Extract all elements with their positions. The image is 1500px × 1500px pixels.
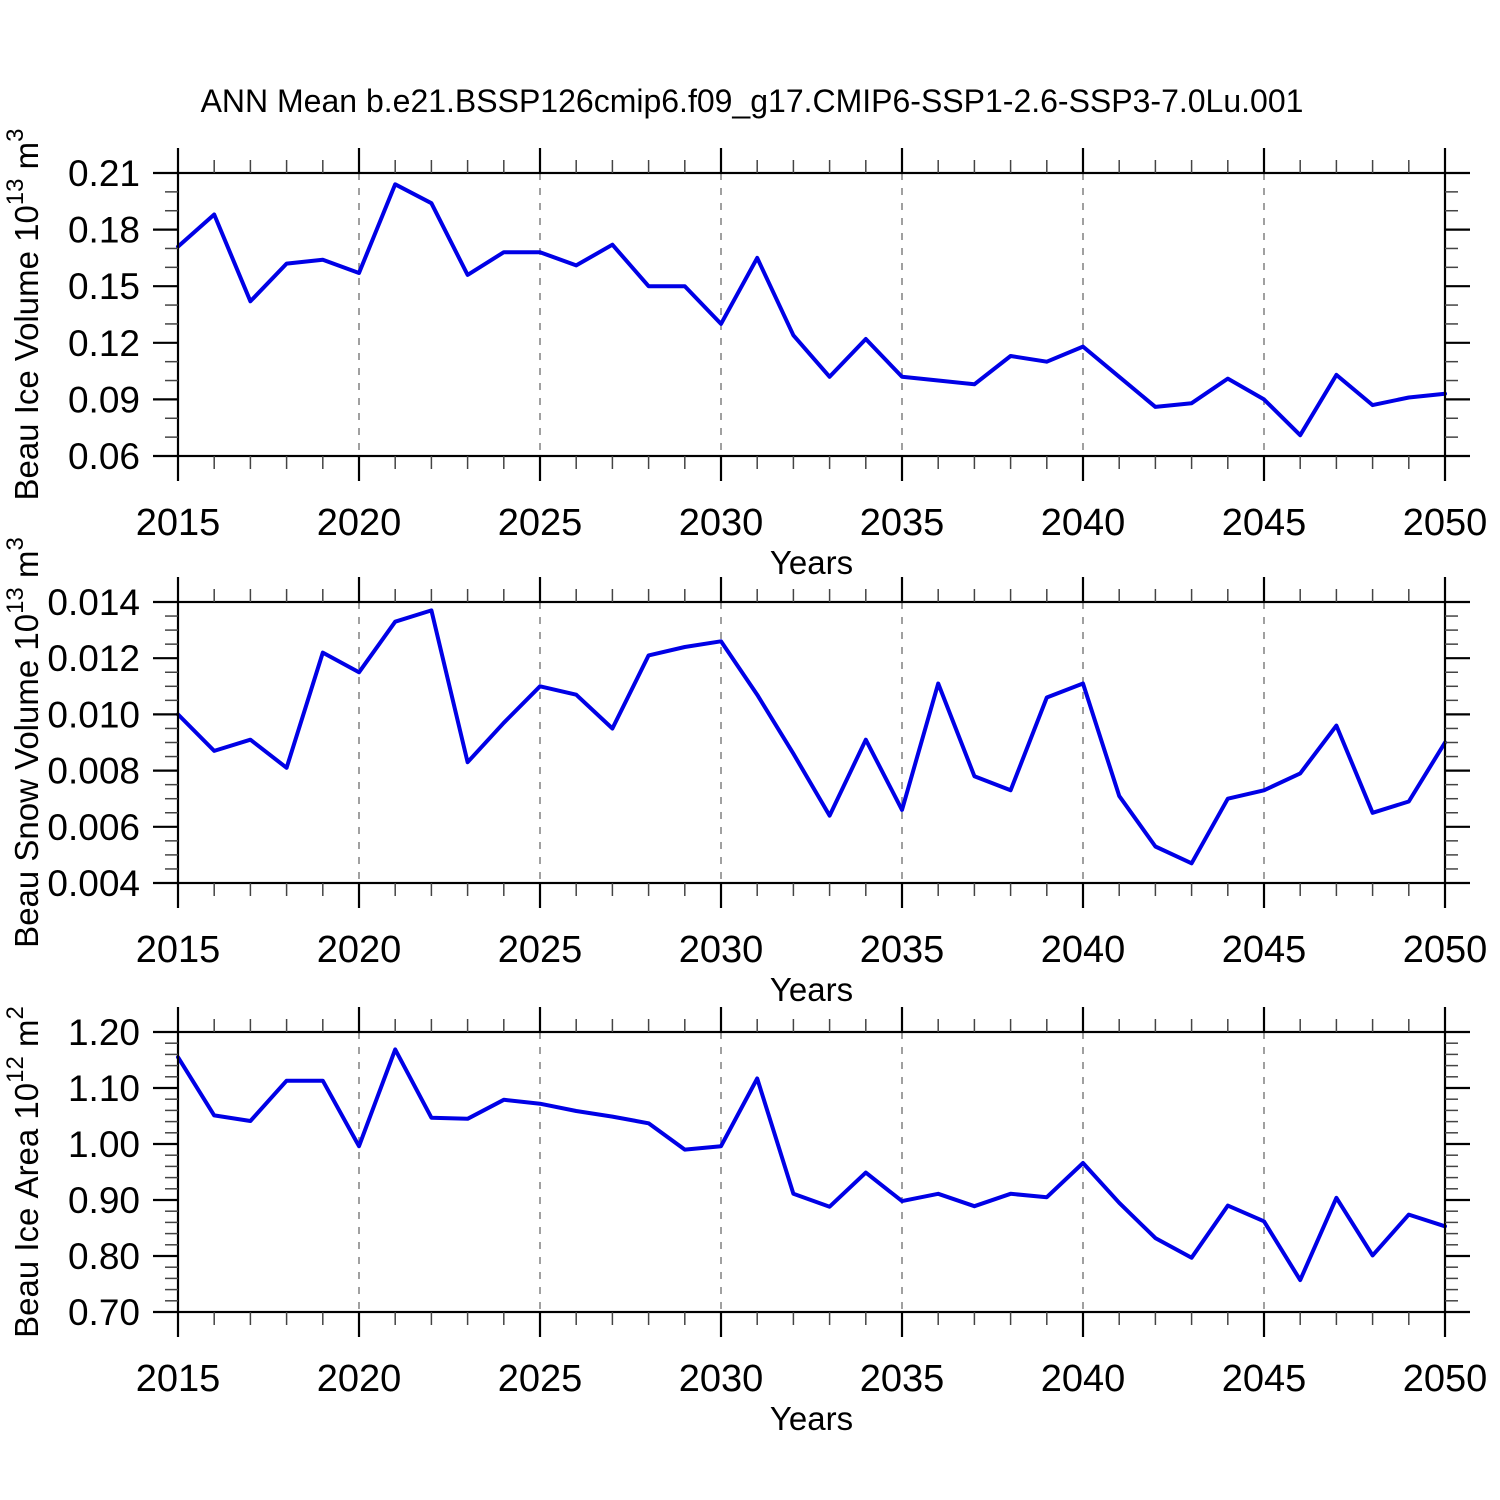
x-tick-label-2025: 2025 [498,502,583,544]
x-tick-label-2015: 2015 [136,929,221,971]
panel-beau-ice-volume: 2015 2020 2025 2030 2035 2040 2045 2050 0.21 0.18… [2,128,1487,581]
x-axis-title: Years [770,971,853,1008]
x-tick-label-2040: 2040 [1041,929,1126,971]
x-tick-label-2015: 2015 [136,502,221,544]
y-axis-title: Beau Ice Volume 1013 m3 [2,128,45,500]
x-tick-label-2020: 2020 [317,1358,402,1400]
x-tick-label-2020: 2020 [317,502,402,544]
y-tick-label: 0.09 [68,379,140,420]
x-tick-label-2050: 2050 [1403,929,1488,971]
x-tick-label-2030: 2030 [679,502,764,544]
x-tick-label-2045: 2045 [1222,1358,1307,1400]
y-tick-label: 0.70 [68,1292,140,1333]
x-tick-label-2040: 2040 [1041,1358,1126,1400]
y-tick-label: 0.010 [47,694,140,735]
y-tick-label: 0.12 [68,323,140,364]
y-tick-label: 0.15 [68,266,140,307]
panel-frame [176,171,1447,458]
y-tick-label: 0.012 [47,638,140,679]
x-tick-label-2050: 2050 [1403,1358,1488,1400]
x-tick-label-2035: 2035 [860,929,945,971]
x-tick-label-2040: 2040 [1041,502,1126,544]
x-tick-label-2015: 2015 [136,1358,221,1400]
y-axis-title: Beau Snow Volume 1013 m3 [2,537,45,948]
x-axis-title: Years [770,1400,853,1437]
y-tick-label: 0.21 [68,153,140,194]
panel-frame [176,1030,1447,1314]
panel-frame [176,600,1447,885]
panel-beau-snow-volume: 2015 2020 2025 2030 2035 2040 2045 2050 0.014 0.0… [2,537,1487,1008]
x-tick-label-2020: 2020 [317,929,402,971]
x-axis-title: Years [770,544,853,581]
beau-ice-area-series-line [176,1047,1447,1283]
x-tick-label-2025: 2025 [498,1358,583,1400]
x-tick-label-2050: 2050 [1403,502,1488,544]
x-tick-label-2045: 2045 [1222,502,1307,544]
x-tick-label-2045: 2045 [1222,929,1307,971]
panel-beau-ice-area: 2015 2020 2025 2030 2035 2040 2045 2050 1.20 1.10… [2,1006,1487,1437]
y-tick-label: 1.00 [68,1124,140,1165]
x-tick-label-2035: 2035 [860,1358,945,1400]
y-tick-label: 0.006 [47,807,140,848]
y-tick-label: 0.004 [47,863,140,904]
y-tick-label: 0.008 [47,751,140,792]
x-tick-label-2030: 2030 [679,929,764,971]
y-axis-title: Beau Ice Area 1012 m2 [2,1006,45,1338]
beau-ice-volume-series-line [176,182,1447,438]
y-tick-label: 0.014 [47,582,140,623]
y-tick-label: 1.20 [68,1012,140,1053]
y-tick-label: 0.06 [68,436,140,477]
y-tick-label: 0.18 [68,210,140,251]
x-tick-label-2025: 2025 [498,929,583,971]
y-tick-label: 0.90 [68,1180,140,1221]
beau-snow-volume-series-line [176,608,1447,866]
y-tick-label: 1.10 [68,1068,140,1109]
chart-title: ANN Mean b.e21.BSSP126cmip6.f09_g17.CMIP… [201,83,1304,119]
x-tick-label-2035: 2035 [860,502,945,544]
x-tick-label-2030: 2030 [679,1358,764,1400]
y-tick-label: 0.80 [68,1236,140,1277]
